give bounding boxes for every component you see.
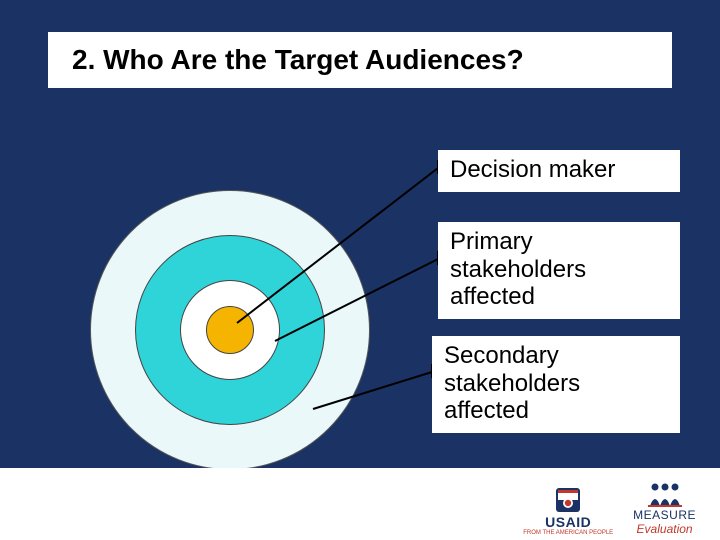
audience-label: Secondarystakeholdersaffected (432, 336, 680, 433)
usaid-word: USAID (545, 514, 591, 530)
usaid-seal-icon (554, 486, 582, 514)
footer-bar: USAID FROM THE AMERICAN PEOPLE MEASURE E… (0, 468, 720, 540)
usaid-sub: FROM THE AMERICAN PEOPLE (523, 530, 613, 536)
audience-label: Primarystakeholdersaffected (438, 222, 680, 319)
measure-logo: MEASURE Evaluation (633, 480, 696, 536)
measure-sub: Evaluation (637, 522, 693, 536)
slide-title: 2. Who Are the Target Audiences? (72, 44, 524, 76)
measure-people-icon (645, 480, 685, 508)
usaid-logo: USAID FROM THE AMERICAN PEOPLE (523, 486, 613, 536)
title-bar: 2. Who Are the Target Audiences? (48, 32, 672, 88)
measure-word: MEASURE (633, 508, 696, 522)
audience-label: Decision maker (438, 150, 680, 192)
logo-group: USAID FROM THE AMERICAN PEOPLE MEASURE E… (523, 480, 696, 536)
